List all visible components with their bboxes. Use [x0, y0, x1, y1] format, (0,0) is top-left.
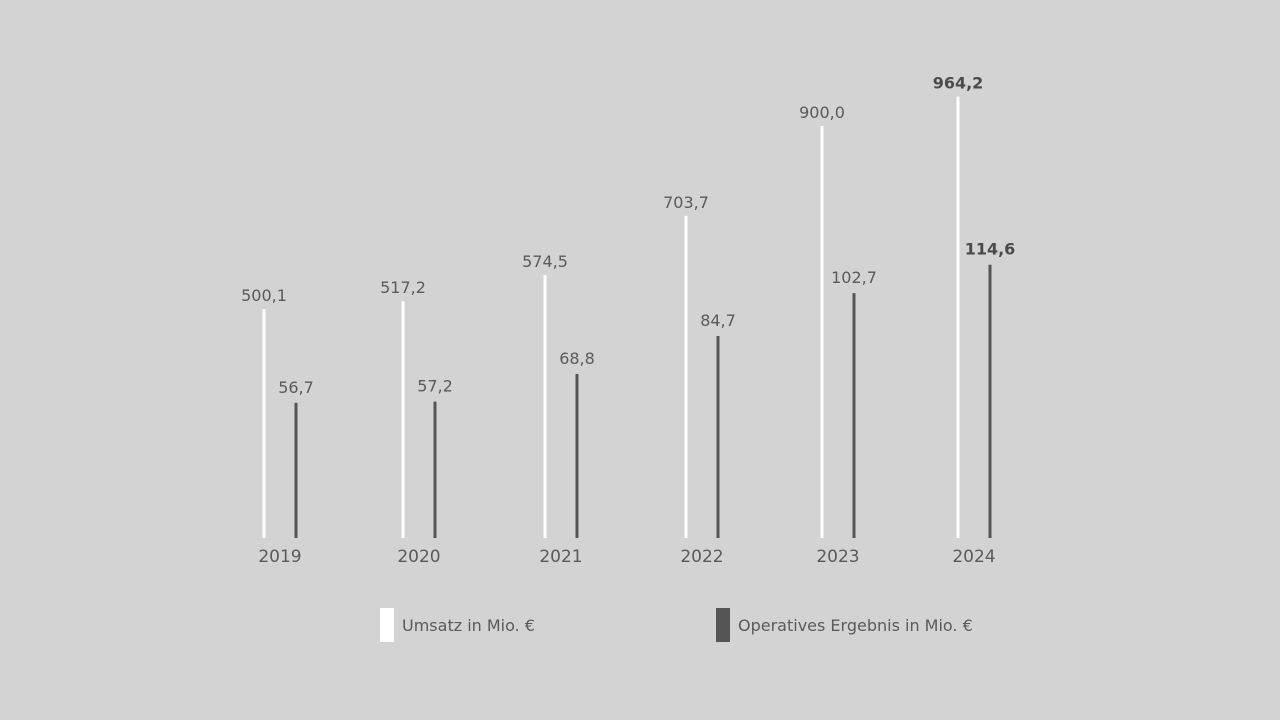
bar-umsatz-2022 [684, 215, 688, 539]
value-label-ergebnis-2023: 102,7 [831, 268, 877, 287]
value-label-umsatz-2020: 517,2 [380, 278, 426, 297]
bar-umsatz-2019 [262, 309, 266, 538]
value-label-ergebnis-2024: 114,6 [965, 240, 1016, 259]
bar-ergebnis-2020 [433, 401, 437, 538]
bar-umsatz-2023 [820, 125, 824, 538]
year-label-2021: 2021 [539, 547, 582, 567]
bar-ergebnis-2024 [988, 264, 992, 538]
bar-umsatz-2021 [543, 274, 547, 538]
bar-ergebnis-2022 [716, 336, 720, 538]
bar-ergebnis-2019 [294, 402, 298, 538]
bar-umsatz-2024 [956, 96, 960, 539]
value-label-ergebnis-2021: 68,8 [559, 349, 595, 368]
value-label-umsatz-2022: 703,7 [663, 193, 709, 212]
year-label-2019: 2019 [258, 547, 301, 567]
value-label-umsatz-2019: 500,1 [241, 286, 287, 305]
bar-umsatz-2020 [401, 301, 405, 538]
legend-label-umsatz: Umsatz in Mio. € [402, 615, 535, 635]
legend-swatch-ergebnis [716, 608, 730, 642]
legend-label-ergebnis: Operatives Ergebnis in Mio. € [738, 615, 973, 635]
value-label-umsatz-2021: 574,5 [522, 252, 568, 271]
value-label-ergebnis-2019: 56,7 [278, 378, 314, 397]
year-label-2023: 2023 [816, 547, 859, 567]
year-label-2020: 2020 [397, 547, 440, 567]
year-label-2024: 2024 [952, 547, 995, 567]
legend-swatch-umsatz [380, 608, 394, 642]
value-label-umsatz-2023: 900,0 [799, 103, 845, 122]
year-label-2022: 2022 [680, 547, 723, 567]
bar-ergebnis-2023 [852, 293, 856, 538]
value-label-ergebnis-2020: 57,2 [417, 377, 453, 396]
legend-item-ergebnis: Operatives Ergebnis in Mio. € [716, 608, 973, 642]
legend-item-umsatz: Umsatz in Mio. € [380, 608, 535, 642]
bar-ergebnis-2021 [575, 373, 579, 538]
value-label-ergebnis-2022: 84,7 [700, 311, 736, 330]
value-label-umsatz-2024: 964,2 [933, 74, 984, 93]
